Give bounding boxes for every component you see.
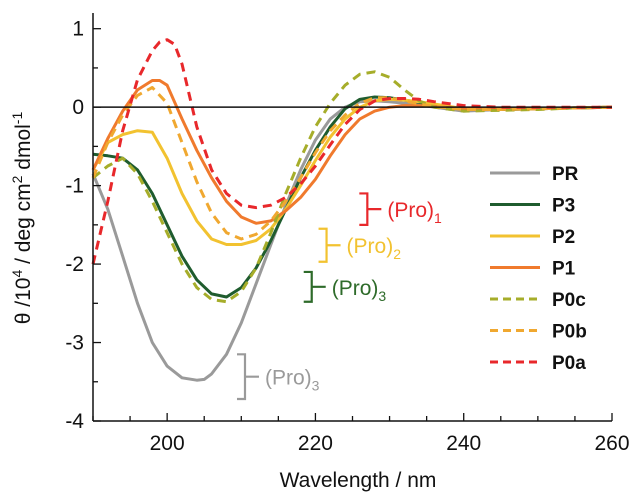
annotation-bracket: (Pro)1	[359, 192, 442, 226]
series-line-p2	[91, 97, 613, 246]
bracket-shape	[318, 227, 341, 263]
bracket-shape	[236, 353, 259, 401]
legend-item-p3: P3	[490, 196, 575, 217]
x-tick-label: 240	[446, 432, 481, 455]
annotation-bracket: (Pro)3	[303, 270, 387, 304]
x-tick-label: 220	[298, 432, 333, 455]
legend-label: P3	[552, 196, 575, 217]
legend-label: P1	[552, 259, 576, 280]
y-tick-label: -4	[65, 410, 84, 433]
legend-item-p0a: P0a	[490, 353, 586, 374]
legend-item-p0c: P0c	[490, 290, 586, 311]
x-tick-label: 260	[594, 432, 629, 455]
series-line-p0c	[92, 70, 613, 304]
annotation-bracket: (Pro)2	[318, 227, 402, 263]
x-tick-label: 200	[150, 432, 185, 455]
legend: PR P3 P2 P1 P0c P0b P0a	[482, 155, 610, 387]
annotation-label: (Pro)3	[265, 367, 320, 394]
legend-label: P0b	[552, 322, 587, 343]
legend-label: P0a	[552, 353, 586, 374]
legend-item-p1: P1	[490, 259, 576, 280]
y-tick-label: -1	[65, 175, 84, 198]
x-ticks: 200 220 240 260	[92, 413, 630, 455]
y-tick-label: -3	[65, 332, 84, 355]
legend-background	[482, 155, 610, 387]
y-tick-label: 1	[72, 18, 84, 41]
bracket-shape	[303, 270, 326, 303]
y-ticks: 1 0 -1 -2 -3 -4	[65, 18, 101, 433]
legend-item-pr: PR	[490, 164, 579, 185]
annotation-label: (Pro)3	[332, 277, 387, 304]
legend-label: P2	[552, 227, 575, 248]
series-line-p0a	[91, 38, 612, 265]
annotation-label: (Pro)1	[387, 199, 442, 226]
legend-label: P0c	[552, 290, 586, 311]
y-tick-label: 0	[72, 96, 84, 119]
bracket-shape	[359, 192, 382, 226]
y-axis-title: θ /104 / deg cm2 dmol-1	[9, 112, 35, 325]
annotation-label: (Pro)2	[347, 235, 402, 262]
legend-label: PR	[552, 164, 579, 185]
x-axis-title: Wavelength / nm	[280, 469, 437, 492]
annotations: (Pro)1 (Pro)2 (Pro)3 (Pro)3	[236, 192, 442, 401]
y-tick-label: -2	[65, 253, 84, 276]
legend-item-p0b: P0b	[490, 322, 587, 343]
annotation-bracket: (Pro)3	[236, 353, 320, 401]
legend-item-p2: P2	[490, 227, 575, 248]
